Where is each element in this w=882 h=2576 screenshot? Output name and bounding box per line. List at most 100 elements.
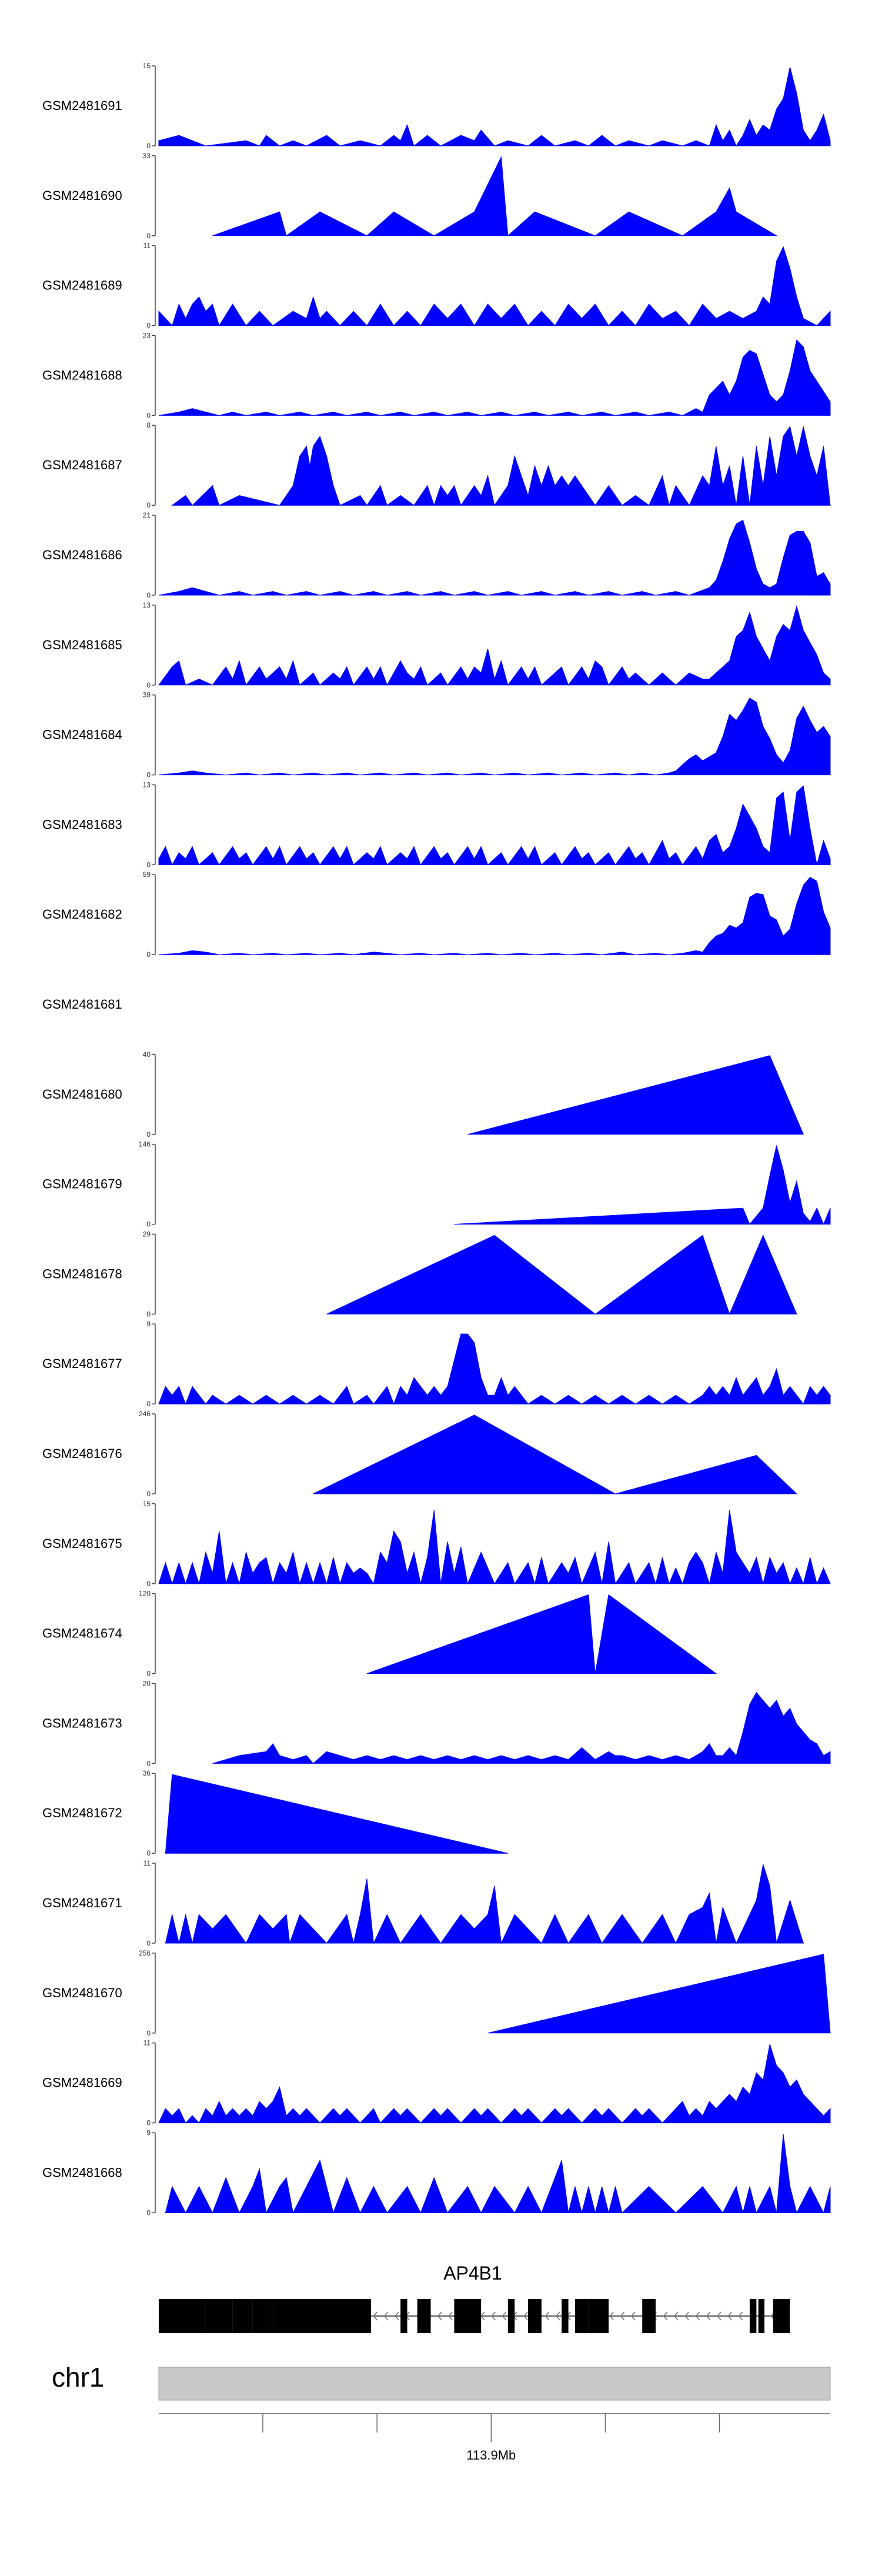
y-min-label: 0 — [146, 950, 151, 959]
y-max-label: 21 — [143, 511, 151, 519]
y-min-label: 0 — [146, 1670, 151, 1678]
strand-arrow-icon — [437, 2311, 442, 2321]
y-min-label: 0 — [146, 1849, 151, 1857]
track-label: GSM2481681 — [42, 997, 122, 1012]
track: GSM2481682 59 0 — [42, 870, 831, 959]
coverage-area — [158, 785, 831, 866]
track-label: GSM2481686 — [42, 548, 122, 562]
coverage-area — [158, 66, 831, 147]
strand-arrow-icon — [383, 2311, 389, 2321]
track: GSM2481691 15 0 — [42, 62, 831, 150]
strand-arrow-icon — [523, 2311, 528, 2321]
strand-arrow-icon — [695, 2311, 700, 2321]
y-min-label: 0 — [146, 1939, 151, 1947]
gene-label: AP4B1 — [443, 2263, 502, 2284]
track-label: GSM2481680 — [42, 1087, 122, 1102]
track-label: GSM2481678 — [42, 1266, 122, 1281]
track: GSM2481679 146 0 — [42, 1140, 831, 1229]
track-label: GSM2481691 — [42, 98, 122, 113]
coverage-area — [158, 1510, 831, 1585]
track: GSM2481685 13 0 — [42, 601, 831, 689]
y-max-label: 15 — [143, 1500, 151, 1508]
coverage-tracks: GSM2481691150GSM2481690330GSM2481689110G… — [42, 62, 831, 2217]
coverage-area — [467, 1055, 804, 1135]
chromosome-label: chr1 — [52, 2362, 104, 2393]
y-min-label: 0 — [146, 681, 151, 689]
y-max-label: 11 — [143, 1859, 151, 1867]
y-min-label: 0 — [146, 591, 151, 599]
coverage-area — [158, 2044, 831, 2124]
track-label: GSM2481689 — [42, 278, 122, 293]
track-label: GSM2481684 — [42, 728, 122, 742]
y-max-label: 256 — [139, 1949, 151, 1957]
coverage-area — [326, 1234, 797, 1315]
strand-arrow-icon — [738, 2311, 743, 2321]
track: GSM2481689 11 0 — [42, 242, 831, 330]
coverage-area — [171, 425, 831, 507]
track: GSM2481687 8 0 — [42, 421, 831, 509]
track: GSM2481673 20 0 — [42, 1679, 831, 1767]
strand-arrow-icon — [491, 2311, 496, 2321]
exon-block — [286, 2299, 368, 2333]
track-label: GSM2481670 — [42, 1986, 122, 2000]
track: GSM2481680 40 0 — [42, 1050, 804, 1139]
chromosome-ideogram: chr1 113.9Mb — [52, 2362, 831, 2462]
y-max-label: 11 — [143, 2039, 151, 2047]
coverage-area — [158, 246, 831, 326]
y-min-label: 0 — [146, 322, 151, 330]
exon-block — [507, 2299, 515, 2333]
coverage-area — [158, 519, 831, 596]
track-label: GSM2481672 — [42, 1806, 122, 1820]
exon-block — [758, 2299, 765, 2333]
exon-block — [205, 2299, 233, 2333]
y-min-label: 0 — [146, 1310, 151, 1318]
track-label: GSM2481687 — [42, 458, 122, 472]
y-min-label: 0 — [146, 142, 151, 150]
y-max-label: 36 — [143, 1769, 151, 1777]
exon-block — [454, 2299, 482, 2333]
y-max-label: 40 — [143, 1050, 151, 1059]
y-min-label: 0 — [146, 1490, 151, 1498]
y-min-label: 0 — [146, 2029, 151, 2037]
exon-block — [266, 2299, 273, 2333]
track: GSM2481688 23 0 — [42, 331, 831, 419]
exon-block — [528, 2299, 542, 2333]
y-min-label: 0 — [146, 1759, 151, 1767]
track: GSM2481672 36 0 — [42, 1769, 508, 1857]
gene-model: AP4B1 — [159, 2263, 790, 2333]
track: GSM2481681 — [42, 997, 122, 1012]
track: GSM2481677 9 0 — [42, 1320, 831, 1408]
coverage-area — [158, 339, 831, 416]
track-label: GSM2481683 — [42, 817, 122, 832]
track-label: GSM2481673 — [42, 1716, 122, 1730]
y-max-label: 23 — [143, 331, 151, 339]
strand-arrow-icon — [630, 2311, 636, 2321]
track-label: GSM2481669 — [42, 2076, 122, 2090]
y-min-label: 0 — [146, 860, 151, 869]
track-label: GSM2481688 — [42, 368, 122, 382]
track-label: GSM2481675 — [42, 1536, 122, 1551]
track-label: GSM2481685 — [42, 638, 122, 652]
y-max-label: 33 — [143, 152, 151, 160]
y-max-label: 8 — [146, 421, 151, 429]
y-max-label: 246 — [139, 1410, 151, 1418]
coverage-area — [313, 1414, 798, 1494]
y-max-label: 9 — [146, 2128, 151, 2137]
coverage-area — [165, 1864, 804, 1944]
track: GSM2481684 39 0 — [42, 691, 831, 779]
strand-arrow-icon — [706, 2311, 711, 2321]
y-max-label: 59 — [143, 870, 151, 879]
strand-arrow-icon — [544, 2311, 550, 2321]
coverage-area — [212, 155, 778, 236]
y-max-label: 13 — [143, 780, 151, 789]
exon-block — [588, 2299, 609, 2333]
strand-arrow-icon — [663, 2311, 668, 2321]
track: GSM2481675 15 0 — [42, 1500, 831, 1588]
track-label: GSM2481668 — [42, 2165, 122, 2180]
track: GSM2481670 256 0 — [42, 1949, 831, 2037]
exon-block — [417, 2299, 431, 2333]
track-label: GSM2481690 — [42, 188, 122, 203]
strand-arrow-icon — [556, 2311, 560, 2321]
y-min-label: 0 — [146, 232, 151, 240]
